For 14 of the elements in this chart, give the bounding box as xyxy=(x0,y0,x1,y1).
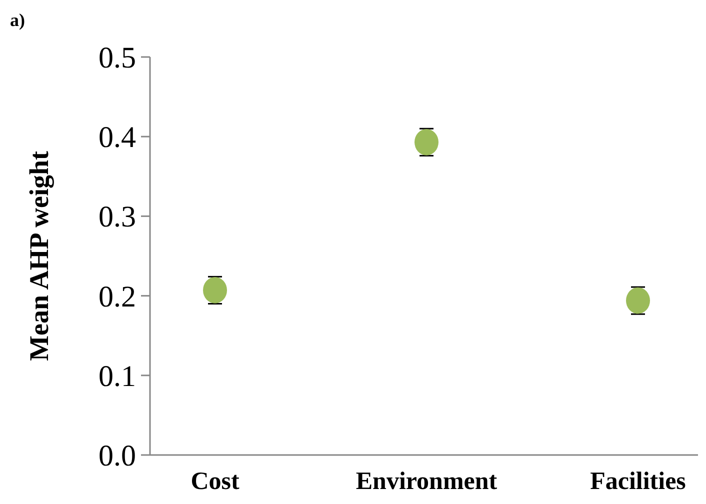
y-tick-label: 0.3 xyxy=(98,200,136,234)
x-tick-label: Cost xyxy=(190,468,240,495)
y-tick-label: 0.2 xyxy=(98,280,136,314)
x-tick-label: Facilities xyxy=(590,468,686,495)
y-tick-label: 0.1 xyxy=(98,360,136,393)
text: a) xyxy=(10,10,25,30)
y-tick-label: 0.4 xyxy=(98,121,136,154)
point xyxy=(626,287,650,314)
point xyxy=(414,128,438,156)
y-tick-label: 0.0 xyxy=(98,440,136,472)
y-tick-label: 0.5 xyxy=(98,42,136,74)
y-axis-title: Mean AHP weight xyxy=(24,151,54,361)
point xyxy=(203,277,227,304)
x-tick-label: Environment xyxy=(356,468,498,495)
